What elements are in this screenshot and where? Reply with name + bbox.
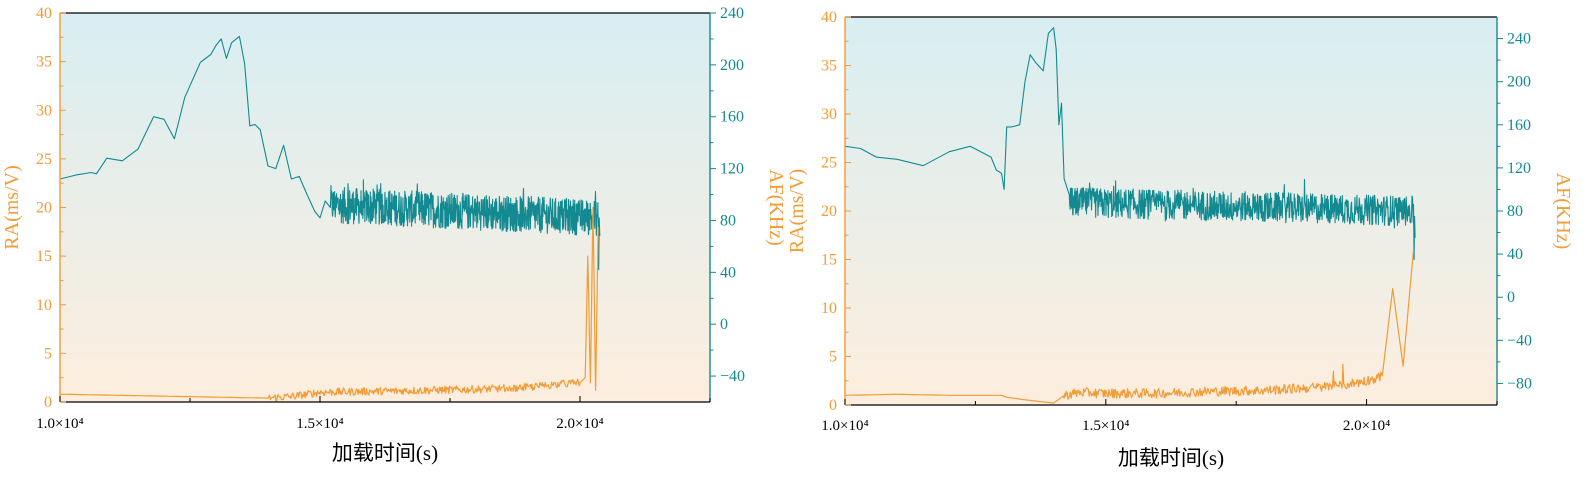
y-axis-right-label: AF(KHz) [1552,173,1574,250]
y-right-tick-label: 200 [1507,74,1531,91]
y-left-tick-label: 0 [829,397,837,414]
y-right-tick-label: 120 [720,161,744,178]
series-af-line [59,35,601,271]
y-axis-left-label: RA(ms/V) [1,165,23,249]
y-right-tick-label: 160 [720,109,744,126]
series-ra-line [845,249,1415,404]
y-right-tick-label: 40 [1507,246,1523,263]
y-axis-right-label: AF(KHz) [765,169,787,246]
y-right-tick-label: 80 [720,212,736,229]
y-right-tick-label: −80 [1507,375,1532,392]
y-left-tick-label: 5 [829,349,837,366]
y-right-tick-label: 0 [1507,289,1515,306]
x-tick-label: 2.0×10⁴ [556,416,603,432]
y-left-tick-label: 20 [821,203,837,220]
series-af-line [844,27,1416,261]
y-left-tick-label: 5 [44,345,52,362]
chart-panel-right: 1.0×10⁴ 1.5×10⁴ 2.0×10⁴ 0 5 10 15 20 25 30 35 40 −80… [786,9,1574,470]
y-left-tick-label: 15 [36,248,52,265]
y-right-tick-label: 240 [720,5,744,22]
y-axis-left-label: RA(ms/V) [786,169,808,253]
y-left-tick-label: 0 [44,394,52,411]
y-right-tick-label: 160 [1507,117,1531,134]
y-right-tick-label: 0 [720,316,728,333]
x-tick-label: 1.0×10⁴ [821,418,868,434]
y-left-tick-label: 30 [36,102,52,119]
y-left-tick-label: 35 [821,58,837,75]
y-left-tick-label: 30 [821,106,837,123]
x-axis-label: 加载时间(s) [332,441,438,465]
chart-panel-left: 1.0×10⁴ 1.5×10⁴ 2.0×10⁴ 0 5 10 15 20 25 30 35 40 −40… [1,5,787,465]
x-tick-label: 1.5×10⁴ [296,416,343,432]
y-left-tick-label: 20 [36,200,52,217]
y-right-tick-label: 80 [1507,203,1523,220]
y-left-tick-label: 25 [821,155,837,172]
y-right-tick-label: 200 [720,57,744,74]
y-right-tick-label: 240 [1507,31,1531,48]
y-right-tick-label: −40 [1507,332,1532,349]
x-tick-label: 1.5×10⁴ [1082,418,1129,434]
y-left-tick-label: 15 [821,252,837,269]
series-ra-line [60,206,599,402]
y-right-tick-label: −40 [720,368,745,385]
x-axis-label: 加载时间(s) [1118,446,1224,470]
y-right-tick-label: 120 [1507,160,1531,177]
y-left-tick-label: 40 [821,9,837,26]
y-left-tick-label: 10 [36,297,52,314]
y-left-tick-label: 10 [821,300,837,317]
x-tick-label: 1.0×10⁴ [36,416,83,432]
y-right-tick-label: 40 [720,264,736,281]
y-left-tick-label: 40 [36,5,52,22]
y-left-tick-label: 25 [36,151,52,168]
x-tick-label: 2.0×10⁴ [1343,418,1390,434]
y-left-tick-label: 35 [36,54,52,71]
